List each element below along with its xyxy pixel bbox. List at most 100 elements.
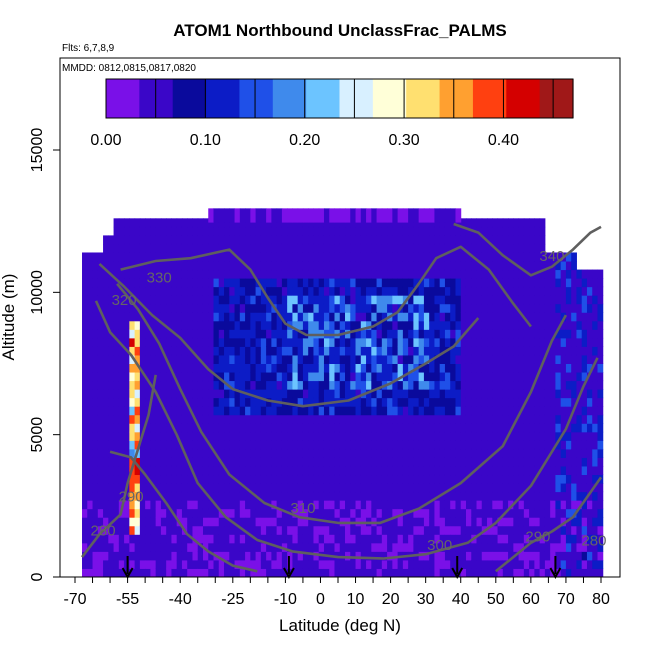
heatmap-cell [145,534,151,544]
heatmap-cell [281,329,288,339]
heatmap-cell [245,269,251,279]
heatmap-cell [266,218,272,228]
heatmap-cell [150,218,157,228]
heatmap-cell [166,500,172,510]
heatmap-cell [139,508,146,518]
heatmap-cell [318,363,325,373]
heatmap-cell [166,252,172,262]
heatmap-cell [444,243,451,253]
heatmap-cell [339,278,346,288]
heatmap-cell [502,406,509,416]
heatmap-cell [139,440,146,450]
heatmap-cell [318,389,325,399]
heatmap-cell [434,261,441,271]
heatmap-cell [339,337,346,347]
heatmap-cell [450,380,456,390]
heatmap-cell [481,483,488,493]
heatmap-cell [181,303,188,313]
heatmap-cell [571,397,577,407]
heatmap-cell [271,414,278,424]
heatmap-cell [381,226,388,236]
heatmap-cell [329,208,335,223]
heatmap-cell [476,448,483,458]
heatmap-cell [387,286,393,296]
heatmap-cell [145,389,151,399]
heatmap-cell [555,534,562,544]
heatmap-cell [82,312,88,322]
heatmap-cell [150,320,157,330]
heatmap-cell [266,508,272,518]
heatmap-cell [197,363,204,373]
heatmap-cell [150,559,157,569]
heatmap-cell [292,235,299,245]
heatmap-cell [266,457,272,467]
heatmap-cell [508,218,514,228]
heatmap-cell [124,218,130,228]
heatmap-cell [224,218,230,228]
heatmap-cell [87,559,94,569]
heatmap-cell [82,346,88,356]
heatmap-cell [597,534,604,544]
heatmap-cell [418,303,425,313]
heatmap-cell [97,525,104,535]
heatmap-cell [413,329,420,339]
heatmap-cell [313,354,320,364]
heatmap-cell [513,372,520,382]
heatmap-cell [465,500,472,510]
heatmap-cell [266,252,272,262]
heatmap-cell [302,303,309,313]
heatmap-cell [260,243,267,253]
heatmap-cell [234,329,241,339]
heatmap-cell [234,423,241,433]
heatmap-cell [434,278,441,288]
heatmap-cell [534,465,541,476]
heatmap-cell [397,337,404,347]
heatmap-cell [155,491,162,501]
heatmap-cell [229,363,236,373]
heatmap-cell [450,252,456,262]
heatmap-cell [523,559,530,569]
heatmap-cell [376,372,383,382]
heatmap-cell [292,483,299,493]
heatmap-cell [355,389,362,399]
heatmap-cell [239,431,246,441]
heatmap-cell [402,243,409,253]
heatmap-cell [413,491,420,501]
heatmap-cell [176,457,183,467]
heatmap-cell [176,337,183,347]
heatmap-cell [444,278,451,288]
heatmap-cell [323,286,330,296]
heatmap-cell [166,389,172,399]
heatmap-cell [418,389,425,399]
heatmap-cell [444,423,451,433]
heatmap-cell [266,406,272,416]
heatmap-cell [292,380,299,390]
colorbar-swatch [272,79,307,118]
heatmap-cell [355,508,362,518]
heatmap-cell [297,261,304,271]
heatmap-cell [450,337,456,347]
heatmap-cell [423,423,430,433]
heatmap-cell [124,534,130,544]
heatmap-cell [187,337,193,347]
heatmap-cell [329,406,335,416]
heatmap-cell [208,551,215,561]
heatmap-cell [313,337,320,347]
heatmap-cell [592,423,598,433]
heatmap-cell [229,568,236,578]
heatmap-cell [239,208,246,223]
heatmap-cell [82,397,88,407]
heatmap-cell [276,500,283,510]
heatmap-cell [423,517,430,527]
heatmap-cell [529,218,535,228]
heatmap-cell [481,397,488,407]
heatmap-cell [413,517,420,527]
heatmap-cell [318,414,325,424]
heatmap-cell [586,303,593,313]
heatmap-cell [92,303,99,313]
heatmap-cell [103,286,109,296]
heatmap-cell [345,423,351,433]
heatmap-cell [581,542,588,552]
heatmap-cell [597,380,604,390]
heatmap-cell [387,380,393,390]
